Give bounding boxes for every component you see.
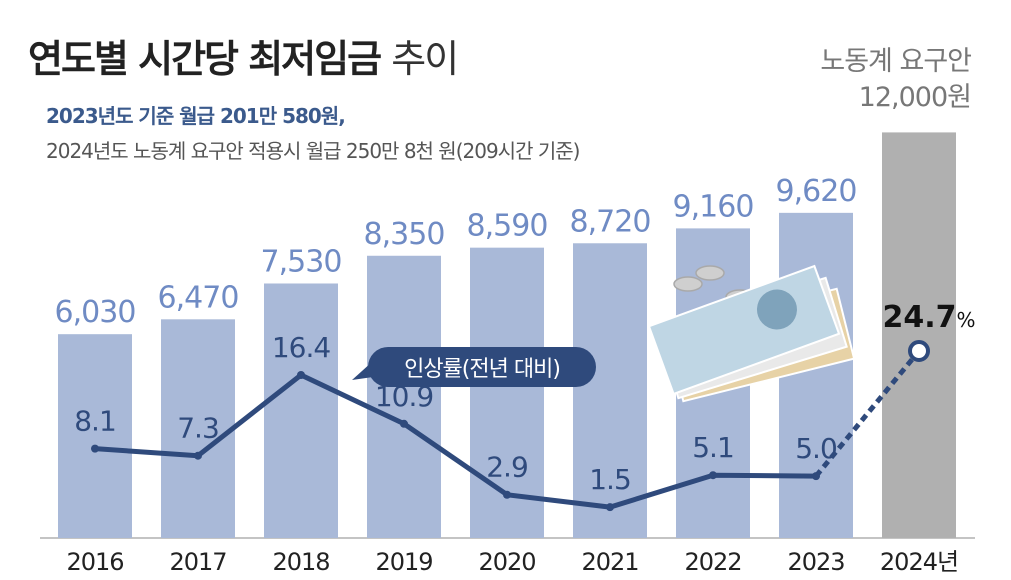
growth-rate-point — [91, 444, 99, 453]
year-tick-label: 2021 — [581, 548, 638, 576]
growth-rate-point — [194, 451, 202, 460]
growth-rate-series-label: 인상률(전년 대비) — [352, 347, 596, 387]
demand-label: 노동계 요구안 — [820, 46, 972, 77]
wage-bar — [367, 255, 441, 538]
growth-rate-label: 1.5 — [589, 463, 631, 496]
year-tick-label: 2022 — [684, 548, 741, 576]
wage-value-label: 8,720 — [570, 204, 651, 239]
year-tick-label: 2024년 — [880, 548, 958, 576]
growth-rate-unit: % — [957, 308, 976, 332]
growth-rate-line — [92, 372, 819, 510]
wage-value-label: 6,470 — [158, 280, 239, 315]
growth-rate-label: 7.3 — [177, 412, 219, 445]
wage-bar — [573, 243, 647, 538]
wage-value-label: 9,160 — [673, 189, 754, 224]
growth-rate-point — [503, 490, 511, 499]
growth-rate-label: 5.1 — [692, 431, 734, 464]
wage-bar — [161, 319, 235, 538]
wage-bar — [470, 247, 544, 538]
growth-rate-projection-line — [814, 349, 921, 478]
wage-value-label: 8,350 — [364, 217, 445, 252]
coin-icon — [695, 265, 725, 281]
coin-icon — [673, 276, 703, 292]
growth-rate-point — [812, 472, 820, 481]
wage-bar — [264, 283, 338, 538]
wage-value-label: 6,030 — [55, 295, 136, 330]
subtitle-current: 2023년도 기준 월급 201만 580원, — [46, 104, 346, 128]
growth-rate-point — [908, 340, 930, 362]
growth-rate-label: 8.1 — [74, 405, 116, 438]
growth-rate-point — [297, 371, 305, 379]
demand-value: 12,000원 — [858, 82, 972, 113]
wage-value-label: 8,590 — [467, 209, 548, 244]
wage-value-label: 7,530 — [261, 244, 342, 279]
year-tick-label: 2019 — [375, 548, 432, 576]
year-tick-label: 2023 — [787, 548, 844, 576]
title-bold: 연도별 시간당 최저임금 — [28, 37, 382, 81]
growth-rate-label: 24.7% — [882, 300, 975, 335]
banknote-icon — [647, 264, 856, 403]
growth-rate-point — [400, 419, 408, 428]
year-tick-label: 2018 — [272, 548, 329, 576]
series-label-pointer — [352, 362, 380, 380]
year-tick-label: 2020 — [478, 548, 535, 576]
wage-value-label: 9,620 — [776, 174, 857, 209]
year-tick-label: 2017 — [169, 548, 226, 576]
series-label-text: 인상률(전년 대비) — [404, 357, 560, 382]
growth-rate-label: 5.0 — [795, 432, 837, 465]
demand-callout: 노동계 요구안 12,000원 — [820, 44, 972, 116]
wage-bar — [58, 334, 132, 538]
subtitle-projection: 2024년도 노동계 요구안 적용시 월급 250만 8천 원(209시간 기준… — [46, 139, 580, 163]
growth-rate-point — [606, 503, 614, 512]
banknote-portrait — [756, 289, 797, 330]
series-label-pill — [368, 347, 596, 387]
wage-bar — [779, 212, 853, 538]
growth-rate-label: 16.4 — [272, 331, 331, 364]
wage-bar — [882, 132, 956, 538]
chart-title: 연도별 시간당 최저임금 추이 — [28, 28, 459, 83]
title-light: 추이 — [391, 37, 459, 81]
growth-rate-point — [709, 471, 717, 480]
growth-rate-label: 2.9 — [486, 451, 528, 484]
year-tick-label: 2016 — [66, 548, 123, 576]
